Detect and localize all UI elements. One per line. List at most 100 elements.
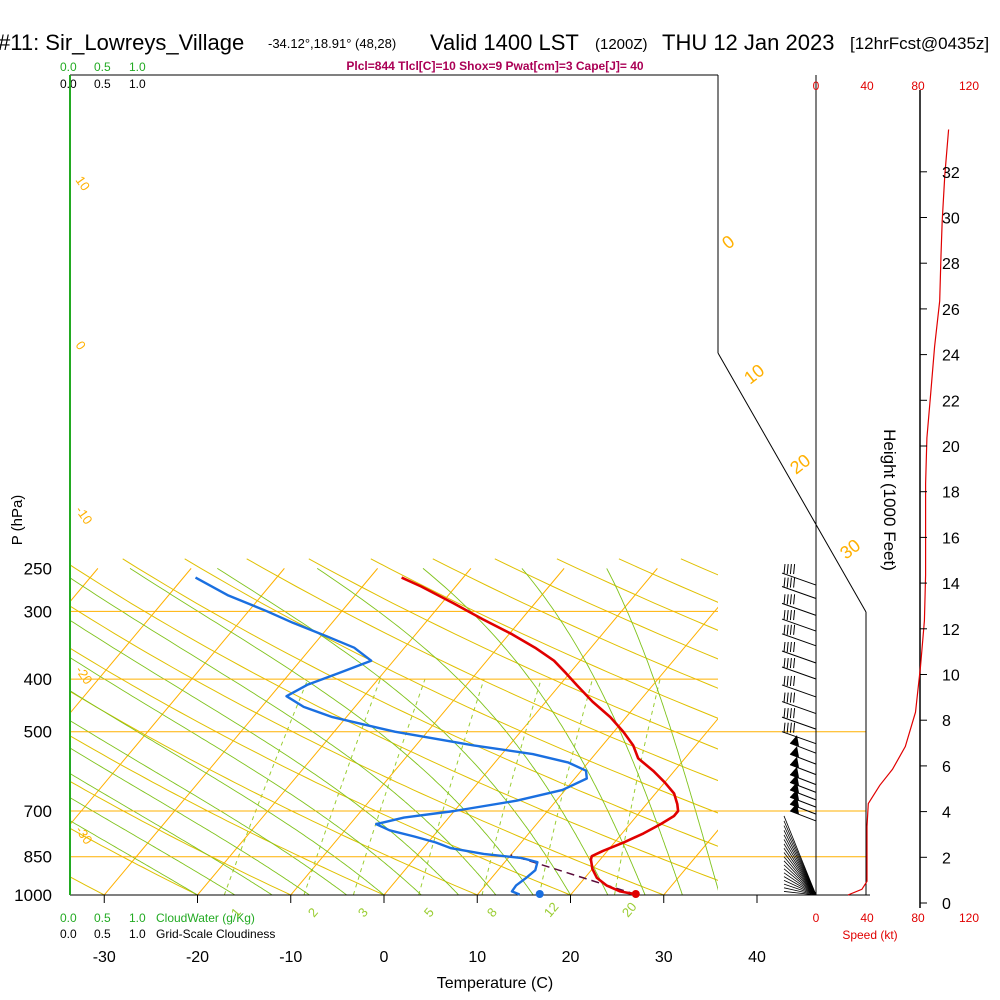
wind-barb-flag xyxy=(790,766,799,778)
isotherm-label-left: -30 xyxy=(73,823,96,847)
height-tick-label: 20 xyxy=(942,439,960,456)
isotherm-label-left: 10 xyxy=(73,173,94,193)
dry-adiabat xyxy=(70,735,386,895)
dry-adiabat xyxy=(122,558,718,847)
wind-barb xyxy=(783,891,817,896)
wind-barb-feather xyxy=(793,722,796,733)
wind-barb-feather xyxy=(786,675,789,686)
plot-frame xyxy=(69,74,921,908)
wind-barb xyxy=(789,742,817,754)
wind-barb-flag xyxy=(790,735,799,747)
valid-date: THU 12 Jan 2023 xyxy=(662,30,834,55)
wind-barb-feather xyxy=(786,722,789,733)
wind-barb xyxy=(781,731,817,745)
dry-adiabat xyxy=(70,564,718,881)
zulu-time: (1200Z) xyxy=(595,36,648,53)
wind-barb-feather xyxy=(783,594,786,605)
temperature-axis: -30 -20 -10 0 10 20 30 40 xyxy=(93,895,766,966)
temperature-tick-label: 10 xyxy=(468,949,486,966)
pressure-tick-label: 850 xyxy=(24,848,52,867)
wind-barb-feather xyxy=(783,610,786,621)
wind-barb xyxy=(783,880,817,896)
wind-barbs xyxy=(781,563,817,896)
moist-adiabat xyxy=(70,773,273,895)
wind-barb-feather xyxy=(783,692,786,703)
wind-barb-feather xyxy=(783,657,786,669)
wind-speed-tick-label: 40 xyxy=(860,79,874,93)
dry-adiabat xyxy=(867,559,1000,907)
isotherm-label-right: 10 xyxy=(740,360,768,388)
wind-barb-feather xyxy=(793,577,796,588)
cloud-scale-bottom: 0.0 0.5 1.0 CloudWater (g/Kg) 0.0 0.5 1.… xyxy=(60,911,275,941)
isobar-lines xyxy=(70,610,866,858)
wind-barb-feather xyxy=(786,657,789,669)
dry-adiabat xyxy=(743,559,1000,907)
wind-speed-profile xyxy=(847,129,950,896)
wind-barb-feather xyxy=(783,722,786,733)
wind-barb xyxy=(789,789,817,801)
wind-speed-axis-bottom: 0 40 80 120 xyxy=(813,911,980,925)
mixing-ratio-label: 3 xyxy=(355,905,371,920)
isotherm-label-left: 0 xyxy=(73,338,89,353)
cloud-top-tick-1: 0.5 xyxy=(94,60,111,74)
x-axis-title: Temperature (C) xyxy=(437,975,553,992)
wind-speed-tick-label: 40 xyxy=(860,911,874,925)
moist-adiabat xyxy=(70,690,385,895)
surface-dewpoint-marker xyxy=(535,890,544,898)
moist-adiabat xyxy=(70,619,459,895)
wind-barb xyxy=(781,586,817,599)
height-tick-label: 26 xyxy=(942,302,960,319)
wind-barb xyxy=(781,716,817,730)
isotherm-line xyxy=(70,568,192,714)
dry-adiabat xyxy=(370,558,718,719)
wind-speed-axis-top: 0 40 80 120 xyxy=(813,79,980,93)
height-tick-label: 2 xyxy=(942,850,951,867)
dry-adiabat xyxy=(70,605,666,895)
wind-barb-feather xyxy=(789,624,792,635)
wind-barb-feather xyxy=(786,577,789,588)
height-tick-label: 0 xyxy=(942,896,951,913)
wind-barb-feather xyxy=(789,675,792,686)
cloud-bottom-tick2-2: 1.0 xyxy=(129,927,146,941)
wind-barb xyxy=(789,796,817,808)
wind-barb xyxy=(781,701,817,715)
cloud-top-tick2-0: 0.0 xyxy=(60,77,77,91)
surface-temperature-marker xyxy=(631,890,640,898)
pressure-tick-label: 1000 xyxy=(14,886,52,905)
mixing-ratio-label: 5 xyxy=(421,905,437,920)
cloud-bottom-tick-2: 1.0 xyxy=(129,911,146,925)
wind-barb-feather xyxy=(789,594,792,605)
wind-barb-feather xyxy=(783,563,786,575)
pressure-tick-label: 500 xyxy=(24,723,52,742)
wind-speed-tick-label: 0 xyxy=(813,79,820,93)
height-tick-label: 28 xyxy=(942,256,960,273)
moist-adiabat xyxy=(70,797,236,895)
mixing-ratio-line xyxy=(352,678,426,895)
cloud-scale-top: 0.0 0.5 1.0 0.0 0.5 1.0 xyxy=(60,60,146,91)
dry-adiabat xyxy=(246,558,718,782)
temperature-tick-label: -10 xyxy=(279,949,302,966)
height-tick-label: 22 xyxy=(942,393,960,410)
wind-barb xyxy=(781,602,817,616)
temperature-tick-label: 30 xyxy=(655,949,673,966)
dry-adiabat xyxy=(805,559,1000,907)
wind-barb-feather xyxy=(793,563,796,575)
isotherm-label-left: -10 xyxy=(73,503,96,527)
temperature-tick-label: 0 xyxy=(380,949,389,966)
moist-adiabat xyxy=(70,747,310,895)
height-tick-label: 4 xyxy=(942,805,951,822)
height-tick-label: 14 xyxy=(942,576,960,593)
pressure-tick-label: 400 xyxy=(24,670,52,689)
wind-barb-feather xyxy=(793,657,796,669)
wind-barb-feather xyxy=(783,641,786,653)
mixing-ratio-line xyxy=(481,678,542,895)
temperature-tick-label: 40 xyxy=(748,949,766,966)
wind-barb xyxy=(789,753,817,765)
station-title: #11: Sir_Lowreys_Village xyxy=(0,30,244,55)
cloudiness-label: Grid-Scale Cloudiness xyxy=(156,927,275,941)
moist-adiabat xyxy=(70,657,422,895)
wind-speed-label: Speed (kt) xyxy=(842,928,897,942)
wind-barb xyxy=(781,618,817,632)
isotherm-line xyxy=(850,568,1000,895)
